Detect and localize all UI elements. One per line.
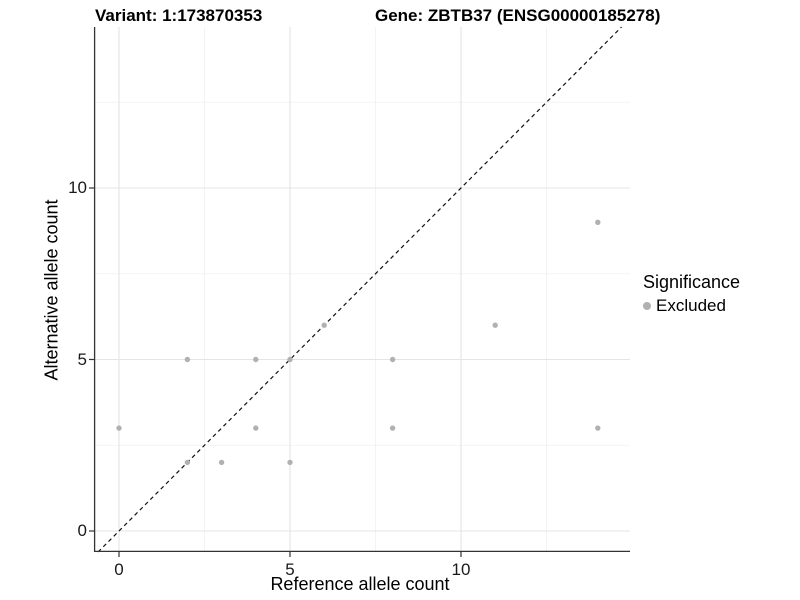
gene-title: Gene: ZBTB37 (ENSG00000185278) xyxy=(375,6,661,25)
variant-title: Variant: 1:173870353 xyxy=(95,6,263,25)
data-point xyxy=(253,356,259,363)
y-tick-label: 0 xyxy=(77,521,87,540)
data-point xyxy=(253,425,259,431)
data-point xyxy=(116,425,122,431)
x-tick-label: 5 xyxy=(285,560,295,579)
legend-items: Excluded xyxy=(643,296,740,316)
legend-label: Excluded xyxy=(656,296,726,315)
data-point xyxy=(389,356,396,363)
data-point xyxy=(184,459,191,466)
x-tick-label: 0 xyxy=(114,560,124,579)
data-point xyxy=(287,459,293,466)
data-point xyxy=(287,356,293,363)
data-point xyxy=(218,459,225,466)
plot-panel xyxy=(89,26,630,557)
data-point xyxy=(595,425,601,431)
legend-item: Excluded xyxy=(643,296,740,316)
y-tick-label: 10 xyxy=(68,178,87,197)
legend-point-icon xyxy=(643,302,651,310)
x-tick-label: 10 xyxy=(451,560,471,579)
data-point xyxy=(595,219,601,225)
x-axis-title: Reference allele count xyxy=(270,574,450,594)
legend: Significance Excluded xyxy=(643,272,740,316)
y-tick-label: 5 xyxy=(77,349,87,369)
data-point xyxy=(389,425,396,431)
legend-title: Significance xyxy=(643,272,741,292)
y-axis-title: Alternative allele count xyxy=(41,199,62,381)
data-point xyxy=(184,356,191,363)
data-point xyxy=(321,322,327,328)
data-point xyxy=(492,322,498,328)
identity-line xyxy=(97,26,622,553)
